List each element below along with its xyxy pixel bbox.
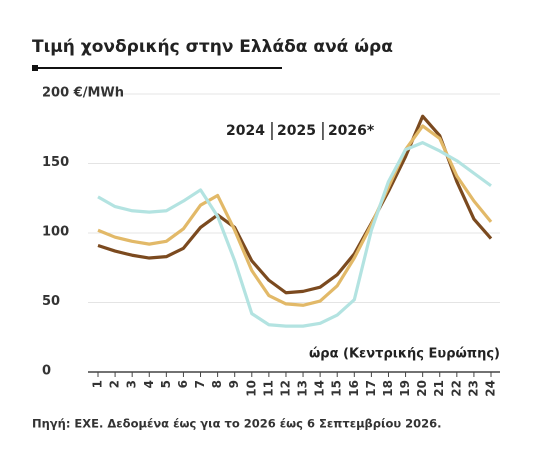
x-tick-label: 19 bbox=[398, 380, 412, 397]
x-tick-label: 9 bbox=[227, 380, 241, 388]
x-tick-label: 14 bbox=[313, 380, 327, 397]
x-tick-label: 21 bbox=[432, 380, 446, 397]
y-tick-label: 50 bbox=[42, 294, 60, 309]
title-rule-marker bbox=[32, 65, 38, 71]
x-tick-label: 22 bbox=[449, 380, 463, 397]
series-line bbox=[97, 114, 493, 295]
x-tick-label: 6 bbox=[176, 380, 190, 388]
y-tick-label: 100 bbox=[42, 225, 69, 240]
y-tick-label: 150 bbox=[42, 155, 69, 170]
x-tick-label: 3 bbox=[125, 380, 139, 388]
series-line bbox=[97, 141, 492, 328]
x-tick-label: 11 bbox=[261, 380, 275, 397]
x-tick-label: 17 bbox=[364, 380, 378, 397]
y-tick-label: 0 bbox=[42, 364, 51, 379]
series-line bbox=[97, 124, 493, 307]
x-tick-label: 4 bbox=[142, 380, 156, 388]
x-tick-label: 10 bbox=[244, 380, 258, 397]
x-tick-label: 13 bbox=[296, 380, 310, 397]
x-tick-label: 16 bbox=[347, 380, 361, 397]
x-tick-label: 2 bbox=[108, 380, 122, 388]
x-tick-label: 12 bbox=[278, 380, 292, 397]
y-tick-label: 200 €/MWh bbox=[42, 86, 124, 101]
x-tick-label: 8 bbox=[210, 380, 224, 388]
x-tick-label: 5 bbox=[159, 380, 173, 388]
x-tick-label: 18 bbox=[381, 380, 395, 397]
x-tick-label: 23 bbox=[466, 380, 480, 397]
x-tick-label: 1 bbox=[91, 380, 105, 388]
x-tick-label: 7 bbox=[193, 380, 207, 388]
legend-entry: 2026* bbox=[328, 123, 375, 139]
x-tick-label: 24 bbox=[484, 380, 498, 397]
x-tick-label: 15 bbox=[330, 380, 344, 397]
chart-title: Τιμή χονδρικής στην Ελλάδα ανά ώρα bbox=[32, 37, 393, 57]
x-tick-label: 20 bbox=[415, 380, 429, 397]
x-axis-label: ώρα (Κεντρικής Ευρώπης) bbox=[309, 347, 500, 362]
legend-entry: 2024 bbox=[226, 123, 265, 139]
legend-entry: 2025 bbox=[277, 123, 316, 139]
source-note: Πηγή: ΕΧΕ. Δεδομένα έως για το 2026 έως … bbox=[32, 417, 442, 431]
